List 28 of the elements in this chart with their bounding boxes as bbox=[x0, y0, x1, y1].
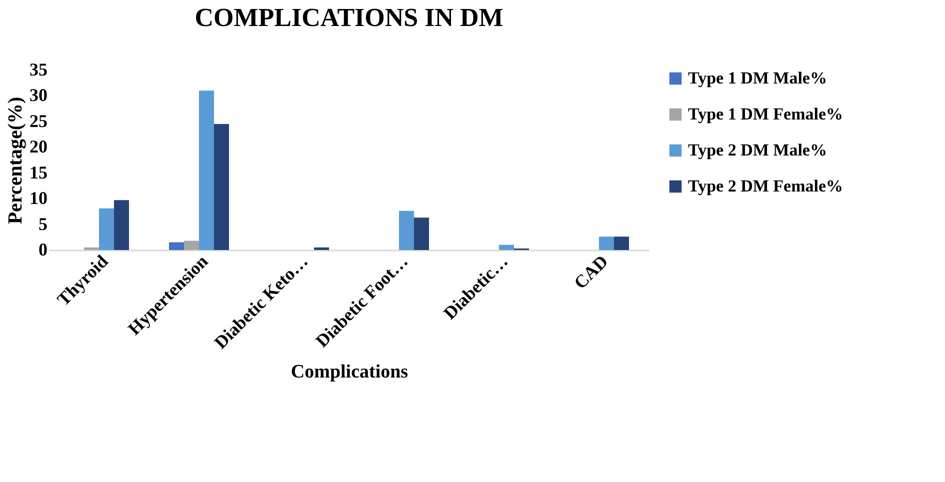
bar bbox=[199, 90, 214, 250]
y-tick-label: 35 bbox=[30, 60, 48, 80]
legend-label: Type 1 DM Female% bbox=[688, 104, 844, 124]
bar bbox=[169, 242, 184, 250]
y-axis-title: Percentage(%) bbox=[4, 96, 26, 224]
bar bbox=[499, 244, 514, 250]
legend-label: Type 2 DM Male% bbox=[688, 140, 827, 160]
bar bbox=[214, 124, 229, 250]
bar bbox=[414, 218, 429, 250]
bar bbox=[614, 236, 629, 250]
bar bbox=[84, 247, 99, 250]
chart-title: COMPLICATIONS IN DM bbox=[194, 3, 504, 32]
y-tick-label: 10 bbox=[30, 188, 48, 208]
bar bbox=[599, 236, 614, 250]
legend-label: Type 1 DM Male% bbox=[688, 68, 827, 88]
bar bbox=[314, 247, 329, 250]
bar bbox=[114, 200, 129, 250]
bar bbox=[99, 208, 114, 250]
x-axis-title: Complications bbox=[290, 362, 408, 383]
y-tick-label: 20 bbox=[30, 136, 48, 157]
y-tick-label: 0 bbox=[38, 240, 48, 260]
y-tick-label: 15 bbox=[30, 162, 48, 182]
y-tick-label: 5 bbox=[38, 214, 48, 234]
y-tick-label: 25 bbox=[30, 110, 48, 131]
bar bbox=[399, 210, 414, 250]
legend-label: Type 2 DM Female% bbox=[688, 176, 844, 196]
bar bbox=[184, 240, 199, 250]
y-tick-label: 30 bbox=[30, 85, 48, 106]
